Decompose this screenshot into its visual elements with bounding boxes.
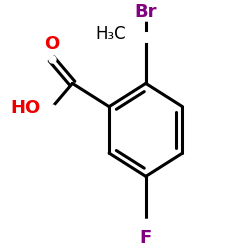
Text: HO: HO [11,99,41,117]
Text: Br: Br [134,4,157,22]
Text: F: F [140,228,152,246]
Text: O: O [44,35,59,53]
Text: H₃C: H₃C [95,26,126,44]
